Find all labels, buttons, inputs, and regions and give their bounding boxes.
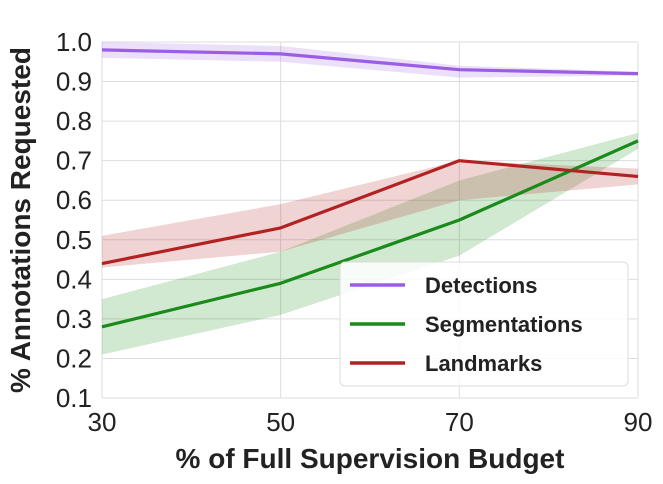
y-tick-label: 0.3 [56, 304, 92, 334]
detections-line [101, 48, 639, 76]
y-tick-label: 0.6 [56, 185, 92, 215]
y-axis-label: % Annotations Requested [5, 47, 36, 393]
y-tick-label: 0.9 [56, 67, 92, 97]
tick-labels: 0.1 0.2 0.3 0.4 0.5 0.6 0.7 0.8 0.9 1.0 30 50 70 90 [56, 27, 653, 437]
series-lines [101, 48, 639, 329]
detections-band [102, 42, 638, 78]
x-tick-label: 70 [445, 407, 474, 437]
landmarks-band [102, 160, 638, 268]
legend: Detections Segmentations Landmarks [339, 261, 629, 387]
legend-label-detections: Detections [425, 273, 537, 298]
x-tick-label: 90 [624, 407, 653, 437]
y-tick-label: 0.5 [56, 225, 92, 255]
y-tick-label: 0.1 [56, 383, 92, 413]
legend-label-landmarks: Landmarks [425, 351, 542, 376]
x-axis-label: % of Full Supervision Budget [176, 443, 565, 474]
confidence-bands [102, 42, 638, 355]
x-tick-label: 30 [88, 407, 117, 437]
y-tick-label: 0.7 [56, 146, 92, 176]
landmarks-line [101, 159, 639, 266]
segmentations-band [102, 132, 638, 355]
legend-box [339, 261, 629, 387]
y-tick-label: 0.2 [56, 343, 92, 373]
y-tick-label: 0.4 [56, 264, 92, 294]
segmentations-line [101, 139, 639, 329]
y-tick-label: 0.8 [56, 106, 92, 136]
legend-label-segmentations: Segmentations [425, 312, 583, 337]
x-tick-label: 50 [266, 407, 295, 437]
y-tick-label: 1.0 [56, 27, 92, 57]
